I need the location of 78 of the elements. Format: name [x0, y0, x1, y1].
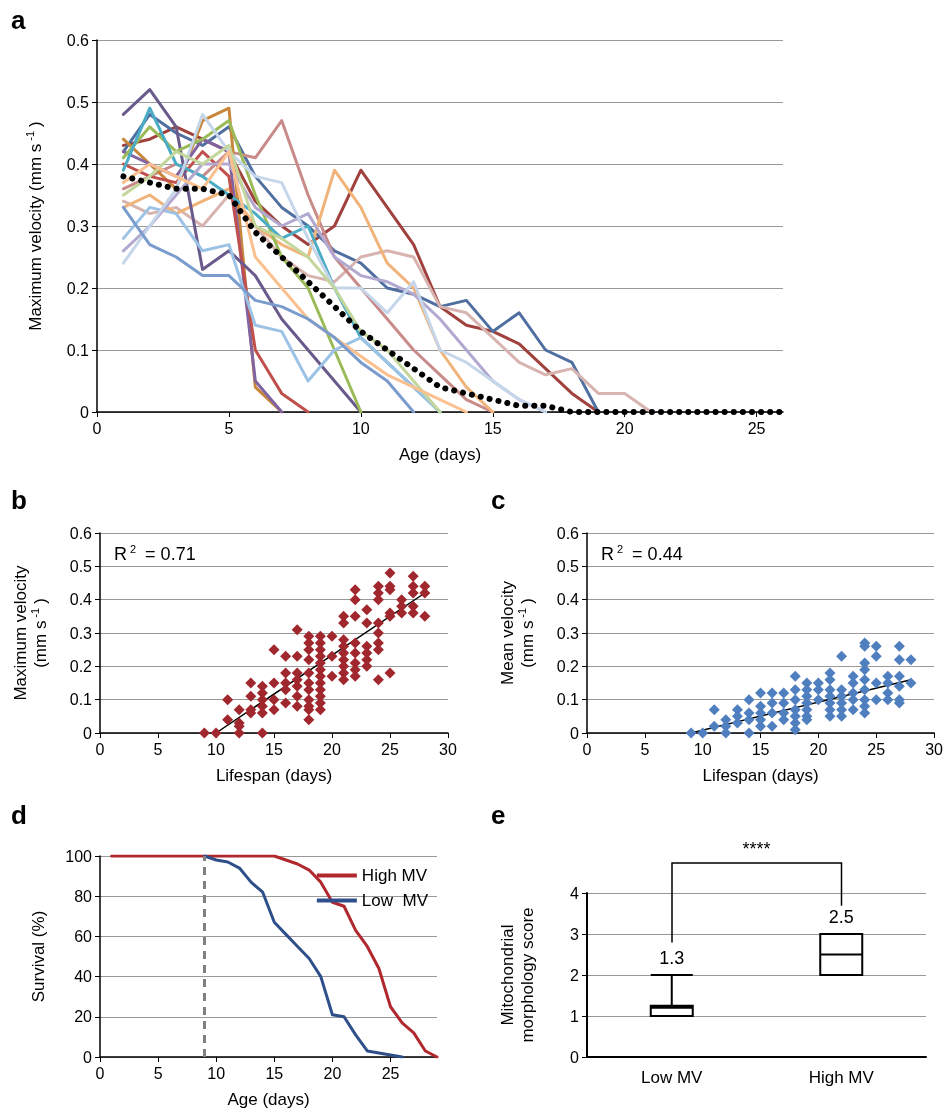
x-tick-label: 0	[95, 740, 105, 758]
chart-title: d	[11, 800, 27, 830]
x-axis-title: Age (days)	[398, 444, 482, 464]
y-tick-label: 4	[570, 884, 580, 902]
x-tick-label: 10	[207, 1064, 226, 1082]
x-tick-label: 20	[323, 740, 341, 758]
x-tick-label: 10	[207, 740, 225, 758]
annotation: 1.3	[659, 947, 685, 968]
y-tick-label: 0	[80, 403, 90, 421]
y-tick-label: 0.5	[69, 557, 93, 575]
y-tick-label: 1	[570, 1007, 580, 1025]
y-tick-label: 80	[74, 887, 93, 905]
x-tick-label: 15	[751, 740, 770, 758]
y-tick-label: 0.5	[66, 93, 90, 111]
x-tick-label: 25	[747, 419, 766, 437]
x-tick-label: 20	[809, 740, 828, 758]
chart-title: b	[11, 485, 27, 515]
x-tick-label: 30	[925, 740, 944, 758]
x-tick-label: 20	[323, 1064, 342, 1082]
y-axis-title: Maximum velocity (mm s-1)	[24, 121, 45, 331]
x-tick-label: 15	[265, 740, 283, 758]
y-tick-label: 0	[83, 1048, 93, 1066]
line-series	[110, 854, 439, 1059]
y-tick-label: 3	[570, 925, 580, 943]
annotation: 2.5	[828, 906, 854, 927]
y-tick-label: 0.1	[66, 341, 90, 359]
x-tick-label: 15	[483, 419, 502, 437]
x-tick-label: 25	[381, 1064, 400, 1082]
x-tick-label: High MV	[808, 1068, 875, 1087]
y-tick-label: 0.4	[66, 155, 90, 173]
x-tick-label: 10	[693, 740, 712, 758]
x-tick-label: 5	[640, 740, 650, 758]
x-tick-label: Low MV	[641, 1068, 704, 1087]
y-tick-label: 0.4	[556, 591, 580, 609]
legend-label: High MV	[361, 866, 428, 885]
x-tick-label: 10	[351, 419, 370, 437]
y-tick-label: 0.3	[66, 217, 90, 235]
y-tick-label: 0.4	[69, 591, 93, 609]
x-tick-label: 15	[265, 1064, 284, 1082]
y-tick-label: 20	[74, 1008, 93, 1026]
x-axis-title: Lifespan (days)	[215, 765, 333, 785]
y-tick-label: 60	[74, 927, 93, 945]
y-tick-label: 0	[83, 724, 93, 742]
y-axis-title: Survival (%)	[28, 910, 48, 1003]
x-axis-title: Lifespan (days)	[702, 765, 819, 785]
y-tick-label: 0	[570, 1048, 580, 1066]
y-tick-label: 0.6	[69, 524, 93, 542]
y-tick-label: 0.6	[66, 31, 90, 49]
y-tick-label: 0.1	[556, 691, 580, 709]
x-tick-label: 5	[153, 1064, 163, 1082]
x-tick-label: 20	[615, 419, 634, 437]
y-tick-label: 0.3	[69, 624, 93, 642]
x-tick-label: 5	[224, 419, 234, 437]
legend-label: Low MV	[361, 891, 429, 910]
chart-title: e	[491, 800, 506, 830]
x-axis-title: Age (days)	[227, 1089, 310, 1109]
line-series	[203, 854, 404, 1059]
x-tick-label: 25	[867, 740, 886, 758]
y-tick-label: 0.2	[69, 657, 93, 675]
y-tick-label: 100	[65, 847, 93, 865]
y-tick-label: 2	[570, 966, 580, 984]
chart-title: a	[11, 5, 26, 35]
chart-title: c	[491, 485, 506, 515]
y-tick-label: 40	[74, 968, 93, 986]
x-tick-label: 0	[582, 740, 592, 758]
y-tick-label: 0.2	[556, 657, 580, 675]
y-tick-label: 0	[570, 724, 580, 742]
y-tick-label: 0.6	[556, 524, 580, 542]
x-tick-label: 5	[153, 740, 163, 758]
x-tick-label: 25	[381, 740, 399, 758]
y-tick-label: 0.3	[556, 624, 580, 642]
y-tick-label: 0.1	[69, 691, 93, 709]
text: ****	[742, 839, 771, 860]
y-axis-title: Mitochondrial morphology score	[497, 907, 537, 1043]
y-tick-label: 0.2	[66, 279, 90, 297]
y-tick-label: 0.5	[556, 557, 580, 575]
x-tick-label: 30	[439, 740, 457, 758]
x-tick-label: 0	[95, 1064, 105, 1082]
